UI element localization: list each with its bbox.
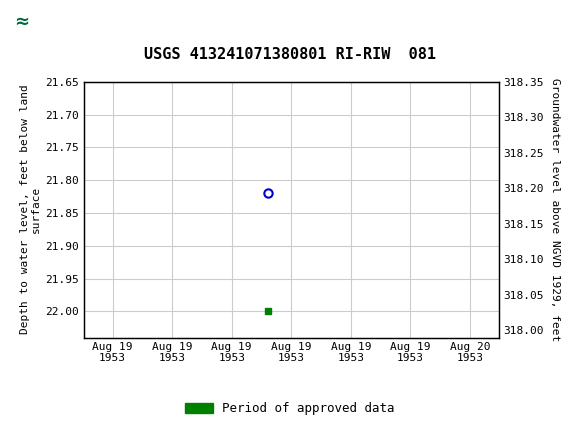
Legend: Period of approved data: Period of approved data [180, 397, 400, 420]
Text: USGS 413241071380801 RI-RIW  081: USGS 413241071380801 RI-RIW 081 [144, 47, 436, 62]
Y-axis label: Depth to water level, feet below land
surface: Depth to water level, feet below land su… [20, 85, 41, 335]
Bar [6, 3, 81, 41]
Text: USGS: USGS [93, 12, 148, 31]
Y-axis label: Groundwater level above NGVD 1929, feet: Groundwater level above NGVD 1929, feet [550, 78, 560, 341]
Text: ≈: ≈ [14, 12, 30, 31]
